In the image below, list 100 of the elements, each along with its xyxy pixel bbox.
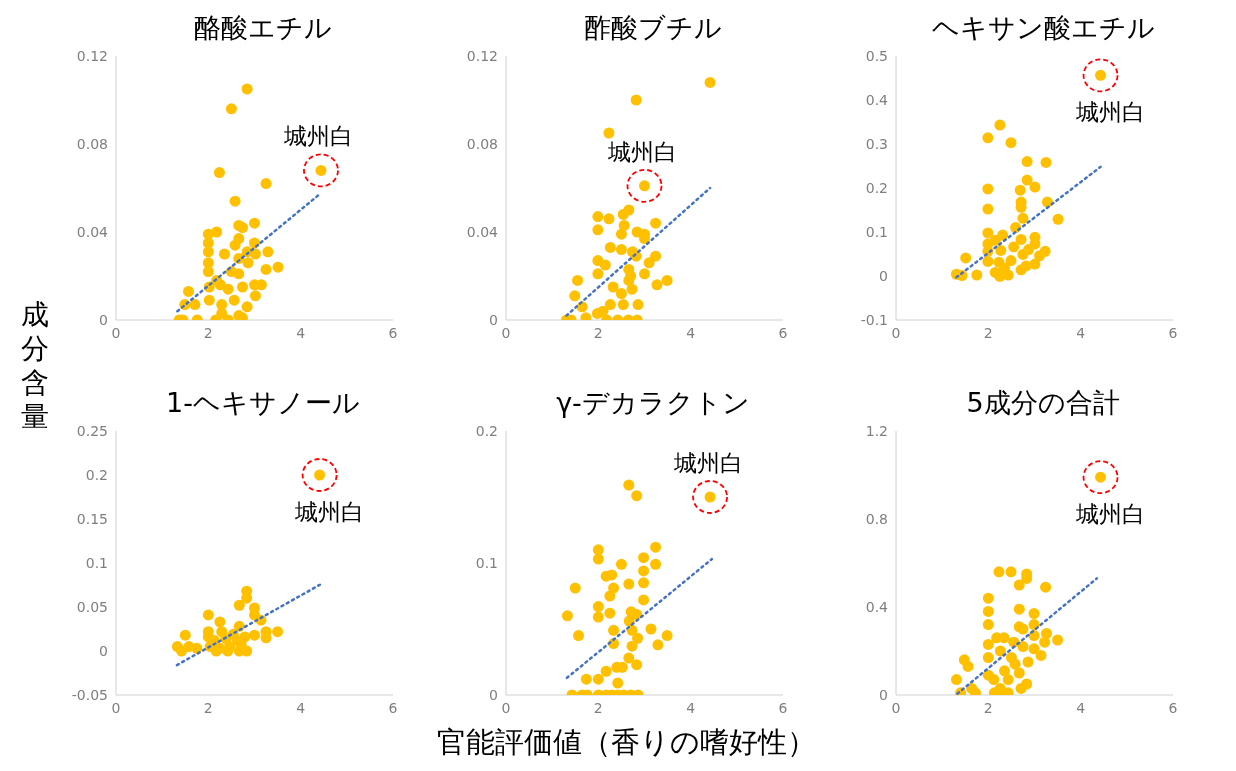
point <box>604 607 616 619</box>
x-axis-title: 官能評価値（香りの嗜好性） <box>435 724 817 761</box>
point <box>1052 634 1064 646</box>
point <box>962 660 974 672</box>
y-tick-label: 0.3 <box>865 135 888 152</box>
point <box>241 301 253 313</box>
y-tick-label: 0.2 <box>865 179 888 196</box>
point <box>982 605 994 617</box>
point <box>592 601 604 613</box>
y-tick-label: 0.12 <box>466 47 498 64</box>
x-tick-label: 6 <box>1168 699 1178 716</box>
y-tick-label: 0.5 <box>865 47 888 64</box>
x-tick-label: 0 <box>111 699 121 716</box>
point <box>1015 264 1027 276</box>
point <box>1013 603 1025 615</box>
x-tick-label: 2 <box>983 699 993 716</box>
point <box>638 577 650 589</box>
point <box>623 479 635 491</box>
point <box>993 566 1005 578</box>
point <box>561 610 573 622</box>
point <box>607 281 619 293</box>
point <box>1035 649 1047 661</box>
point <box>599 259 611 271</box>
y-tick-label: 0.08 <box>466 135 498 152</box>
point <box>623 652 635 664</box>
point <box>229 195 241 207</box>
point <box>1005 137 1017 149</box>
point <box>612 677 624 689</box>
point <box>1017 248 1029 260</box>
point <box>1034 250 1046 262</box>
point <box>592 544 604 556</box>
point <box>623 578 635 590</box>
point <box>202 266 214 278</box>
point <box>1021 174 1033 186</box>
point <box>592 673 604 685</box>
point <box>1005 255 1017 267</box>
point <box>650 558 662 570</box>
point <box>617 299 629 311</box>
point <box>182 285 194 297</box>
chart-title: γ-デカラクトン <box>555 386 751 420</box>
point <box>638 594 650 606</box>
x-tick-label: 0 <box>891 324 901 341</box>
point <box>260 178 272 190</box>
x-tick-label: 6 <box>388 699 398 716</box>
y-tick-label: -0.05 <box>71 686 108 703</box>
point <box>1009 658 1021 670</box>
point <box>592 268 604 280</box>
point <box>982 132 994 144</box>
point <box>604 241 616 253</box>
point <box>982 183 994 195</box>
annotation: 城州白 <box>294 499 365 525</box>
point <box>237 281 248 293</box>
x-tick-label: 0 <box>111 324 121 341</box>
point <box>218 248 230 260</box>
chart-title: 1-ヘキサノール <box>165 386 361 420</box>
y-tick-label: 0.05 <box>76 598 108 615</box>
point <box>650 250 662 262</box>
point <box>1052 213 1064 225</box>
point <box>213 167 225 179</box>
point <box>569 290 581 302</box>
point <box>1013 579 1025 591</box>
point <box>1015 233 1027 245</box>
point <box>237 222 248 234</box>
point <box>982 203 994 215</box>
y-tick-label: 0.25 <box>76 422 108 439</box>
y-tick-label: 0.04 <box>76 223 109 240</box>
annotation: 城州白 <box>283 123 354 150</box>
x-tick-label: 6 <box>388 324 398 341</box>
point <box>176 645 188 657</box>
point <box>1029 181 1041 193</box>
point <box>982 255 994 267</box>
point <box>233 599 245 611</box>
point <box>1039 636 1051 648</box>
point <box>626 283 638 295</box>
y-tick-label: 0.12 <box>76 47 108 64</box>
y-tick-label: 0 <box>879 267 888 284</box>
x-tick-label: 0 <box>501 324 511 341</box>
y-tick-label: 0.2 <box>475 422 498 439</box>
point <box>1015 682 1027 694</box>
point <box>1013 667 1025 679</box>
point <box>1040 581 1052 593</box>
point <box>249 290 261 302</box>
point <box>650 541 662 553</box>
y-tick-label: 0.1 <box>475 554 498 571</box>
point <box>202 246 214 258</box>
point <box>592 211 604 223</box>
x-tick-label: 6 <box>1168 324 1178 341</box>
x-tick-label: 0 <box>891 699 901 716</box>
x-tick-label: 2 <box>983 324 993 341</box>
x-tick-label: 2 <box>203 324 213 341</box>
y-tick-label: 1.2 <box>865 422 888 439</box>
point <box>179 629 191 641</box>
point <box>982 652 994 664</box>
point <box>214 616 226 628</box>
point <box>615 228 627 240</box>
y-tick-label: 0.4 <box>865 598 889 615</box>
chart-title: 酪酸エチル <box>193 11 333 45</box>
point <box>661 630 673 642</box>
point <box>639 268 650 280</box>
point <box>606 569 618 581</box>
